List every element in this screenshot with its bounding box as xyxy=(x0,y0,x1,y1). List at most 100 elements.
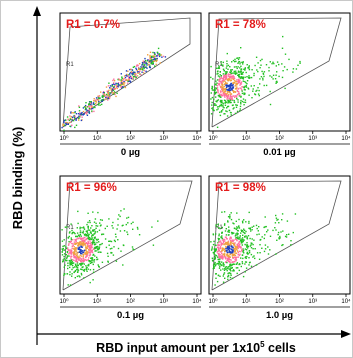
event-dot xyxy=(220,269,222,271)
event-dot xyxy=(81,253,83,255)
event-dot xyxy=(246,83,248,85)
event-dot xyxy=(237,230,239,232)
event-dot xyxy=(146,64,148,66)
event-dot xyxy=(244,243,246,246)
event-dot xyxy=(85,112,87,114)
event-dot xyxy=(231,61,233,63)
event-dot xyxy=(231,246,234,248)
event-dot xyxy=(63,266,65,268)
event-dot xyxy=(222,106,224,108)
event-dot xyxy=(73,241,76,243)
event-dot xyxy=(69,249,71,251)
event-dot xyxy=(272,229,274,232)
event-dot xyxy=(155,55,158,57)
event-dot xyxy=(212,267,214,270)
event-dot xyxy=(232,95,234,97)
event-dot xyxy=(91,246,93,248)
event-dot xyxy=(215,87,218,90)
event-dot xyxy=(155,58,157,60)
event-dot xyxy=(257,93,260,95)
event-dot xyxy=(220,244,222,246)
event-dot xyxy=(227,216,230,218)
event-dot xyxy=(211,259,214,262)
event-dot xyxy=(246,76,248,78)
event-dot xyxy=(226,249,228,251)
event-dot xyxy=(234,60,236,63)
event-dot xyxy=(218,248,220,250)
event-dot xyxy=(233,101,236,103)
event-dot xyxy=(74,247,77,249)
event-dot xyxy=(229,214,231,216)
event-dot xyxy=(61,254,64,256)
event-dot xyxy=(85,235,87,237)
event-dot xyxy=(144,62,146,64)
event-dot xyxy=(244,85,246,88)
event-dot xyxy=(133,73,135,75)
event-dot xyxy=(219,258,221,260)
event-dot xyxy=(219,227,221,230)
event-dot xyxy=(242,86,245,88)
event-dot xyxy=(224,268,226,270)
event-dot xyxy=(90,108,93,110)
x-tick-group: 10⁰ 10¹ 10² 10³ 10⁴ xyxy=(208,131,351,142)
event-dot xyxy=(84,251,86,254)
event-dot xyxy=(80,272,83,275)
event-dot xyxy=(213,248,215,250)
event-dot xyxy=(236,72,238,74)
event-dot xyxy=(230,77,232,79)
event-dot xyxy=(254,248,256,250)
event-dot xyxy=(220,240,222,242)
event-dot xyxy=(151,59,153,61)
event-dot xyxy=(284,235,287,238)
event-dot xyxy=(240,81,242,83)
event-dot xyxy=(66,122,68,124)
event-dot xyxy=(86,252,89,255)
event-dot xyxy=(257,230,259,232)
event-dot xyxy=(242,77,244,79)
event-dot xyxy=(83,106,86,108)
event-dot xyxy=(111,225,113,227)
event-dot xyxy=(135,67,137,69)
event-dot xyxy=(73,117,76,119)
event-dot xyxy=(84,108,87,111)
event-dot xyxy=(88,220,91,222)
event-dot xyxy=(262,79,264,81)
event-dot xyxy=(101,261,104,263)
event-dot xyxy=(261,247,263,249)
event-dot xyxy=(127,75,130,77)
event-dot xyxy=(228,255,231,258)
event-dot xyxy=(119,230,122,232)
event-dot xyxy=(233,270,235,272)
event-dot xyxy=(232,72,234,74)
event-dot xyxy=(226,115,229,117)
event-dot xyxy=(256,233,258,236)
event-dot xyxy=(87,229,90,231)
event-dot xyxy=(232,270,234,272)
event-dot xyxy=(81,241,84,243)
event-dot xyxy=(145,70,147,72)
event-dot xyxy=(227,85,229,87)
event-dot xyxy=(233,247,235,250)
event-dot xyxy=(85,107,87,109)
event-dot xyxy=(95,97,98,99)
event-dot xyxy=(95,100,97,103)
event-dot xyxy=(114,84,116,87)
event-dot xyxy=(215,80,217,82)
event-dot xyxy=(218,79,220,81)
event-dot xyxy=(239,77,242,79)
event-dot xyxy=(70,259,72,261)
event-dot xyxy=(112,89,115,91)
event-dot xyxy=(77,113,80,115)
event-dot xyxy=(223,92,226,95)
x-tick-label: 10³ xyxy=(308,299,317,305)
event-dot xyxy=(64,253,66,255)
event-dot xyxy=(74,111,76,113)
event-dot xyxy=(253,85,255,87)
event-dot xyxy=(230,72,232,75)
event-dot xyxy=(78,105,80,107)
event-dot xyxy=(249,245,252,247)
event-dot xyxy=(78,117,80,120)
event-dot xyxy=(217,237,219,240)
event-dot xyxy=(71,229,73,232)
